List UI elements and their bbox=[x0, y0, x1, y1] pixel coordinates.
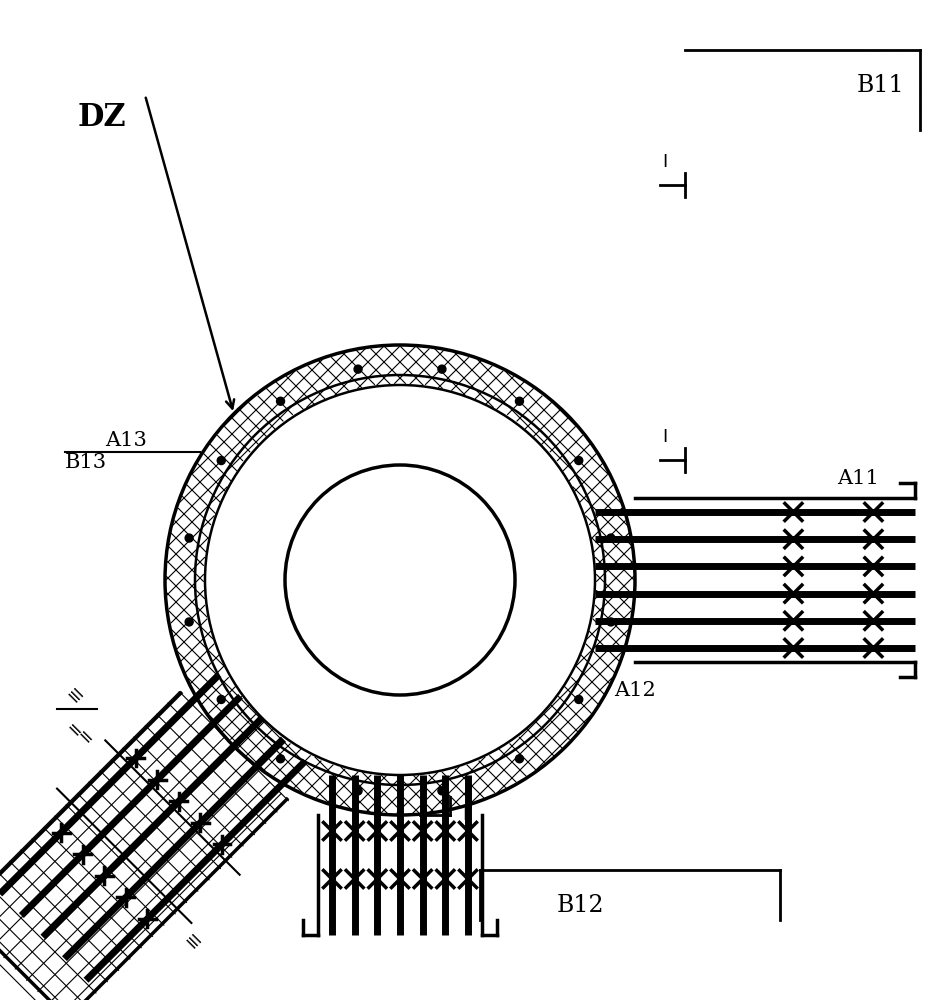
Text: B12: B12 bbox=[556, 894, 603, 916]
Circle shape bbox=[516, 755, 523, 763]
Text: B13: B13 bbox=[65, 454, 107, 473]
Text: III: III bbox=[185, 931, 205, 951]
Text: A12: A12 bbox=[615, 680, 656, 700]
Text: I: I bbox=[662, 153, 668, 171]
Circle shape bbox=[185, 534, 193, 542]
Circle shape bbox=[354, 365, 362, 373]
Circle shape bbox=[607, 534, 615, 542]
Circle shape bbox=[354, 787, 362, 795]
Circle shape bbox=[218, 457, 225, 465]
Text: II: II bbox=[68, 721, 86, 738]
Text: I: I bbox=[662, 428, 668, 446]
Circle shape bbox=[516, 397, 523, 405]
Circle shape bbox=[438, 365, 446, 373]
Circle shape bbox=[607, 618, 615, 626]
Text: II: II bbox=[79, 728, 96, 745]
Text: II: II bbox=[462, 806, 474, 824]
Circle shape bbox=[574, 457, 583, 465]
Circle shape bbox=[276, 755, 285, 763]
Circle shape bbox=[438, 787, 446, 795]
Text: A13: A13 bbox=[105, 430, 147, 450]
Circle shape bbox=[185, 618, 193, 626]
Circle shape bbox=[574, 695, 583, 703]
Text: B11: B11 bbox=[856, 74, 904, 97]
Circle shape bbox=[276, 397, 285, 405]
Text: A11: A11 bbox=[837, 468, 879, 488]
Text: DZ: DZ bbox=[78, 103, 127, 133]
Text: III: III bbox=[67, 685, 87, 705]
Circle shape bbox=[218, 695, 225, 703]
